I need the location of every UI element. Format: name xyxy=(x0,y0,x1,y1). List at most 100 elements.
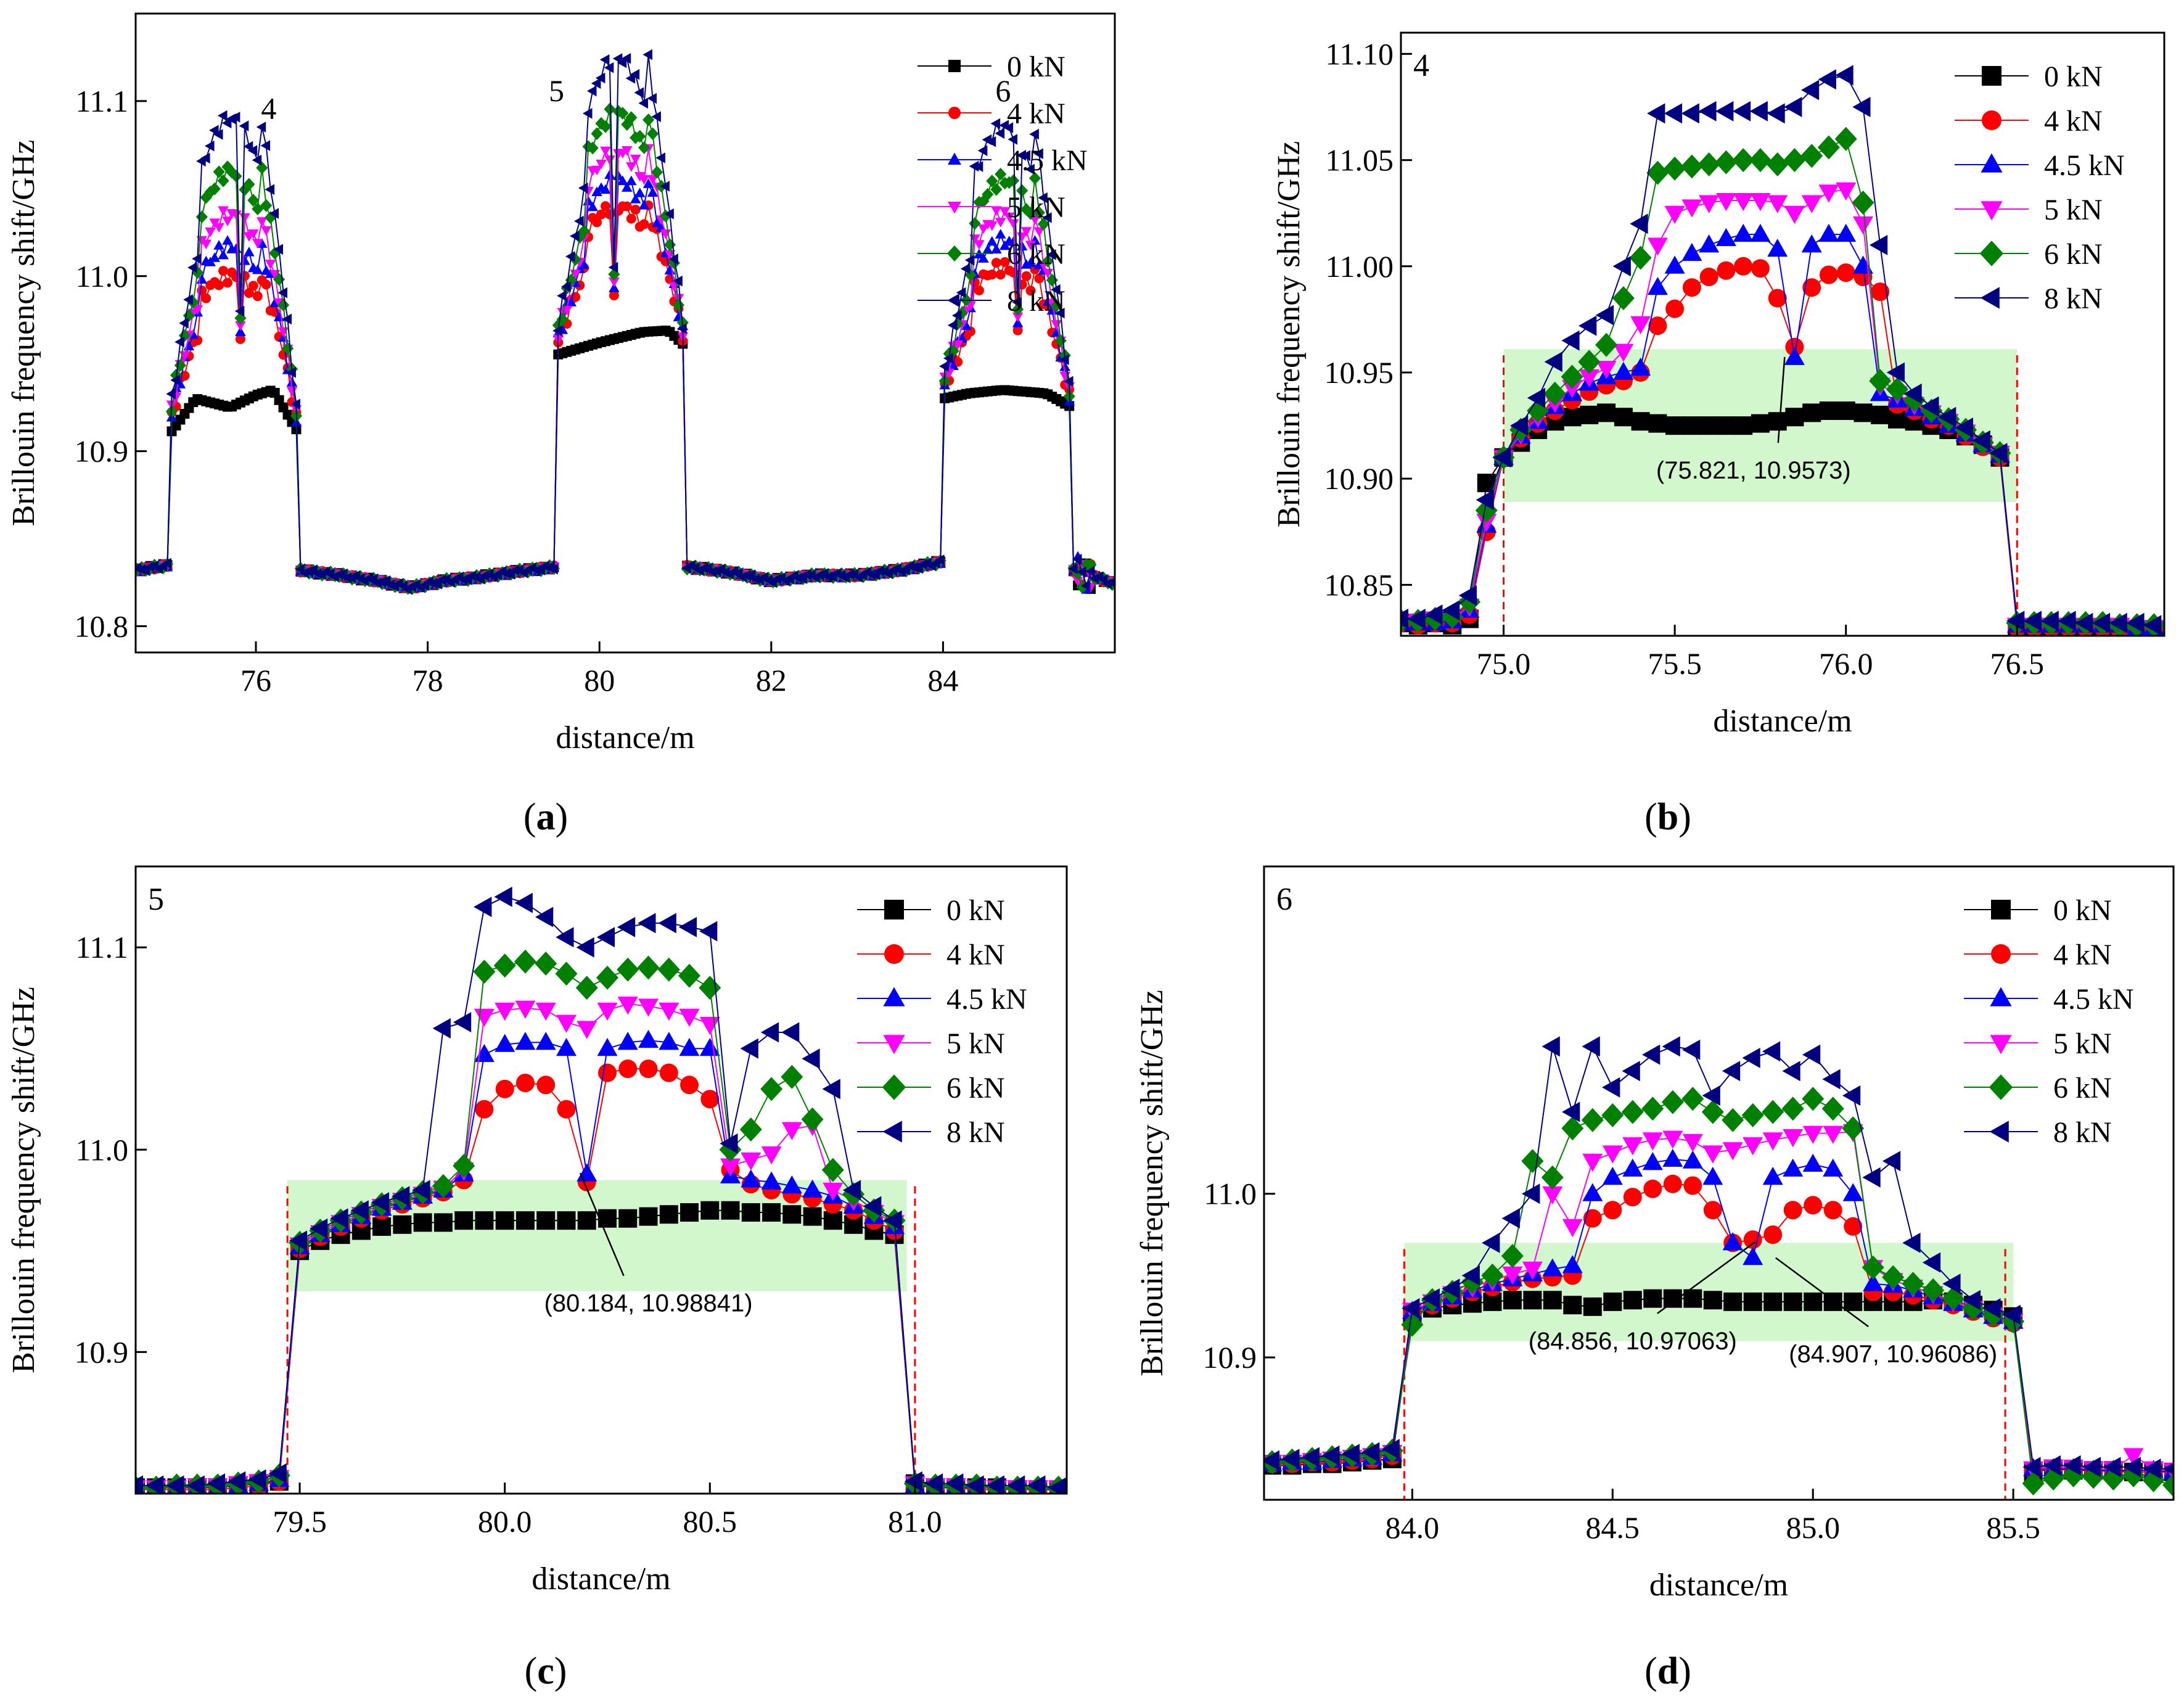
data-point xyxy=(282,313,292,325)
data-point xyxy=(617,997,638,1015)
data-point xyxy=(761,1171,782,1190)
data-point xyxy=(166,1475,184,1494)
data-point xyxy=(973,161,983,172)
x-tick-label: 84 xyxy=(927,663,958,697)
data-point xyxy=(1863,1273,1884,1291)
legend-marker xyxy=(883,1035,905,1055)
data-point xyxy=(252,154,262,166)
data-point xyxy=(700,1090,720,1109)
legend-label: 0 kN xyxy=(1007,51,1065,83)
data-point xyxy=(1582,1153,1603,1172)
data-point xyxy=(222,235,233,245)
data-point xyxy=(904,1471,922,1492)
data-point xyxy=(260,199,273,212)
data-point xyxy=(1381,1439,1400,1460)
plot-frame xyxy=(134,865,1068,1495)
data-point xyxy=(2162,1462,2174,1475)
data-point xyxy=(1768,289,1787,308)
data-point xyxy=(1012,297,1022,308)
data-point xyxy=(642,178,654,188)
data-point xyxy=(514,949,536,974)
data-point xyxy=(586,141,599,155)
data-point xyxy=(1561,330,1580,351)
data-point xyxy=(986,136,996,147)
data-point xyxy=(699,1016,720,1035)
data-point xyxy=(413,1213,432,1232)
data-point xyxy=(1561,1116,1584,1141)
data-point xyxy=(1743,1246,1763,1265)
data-point xyxy=(1852,97,1871,117)
chart-panel-c: 79.5 80.0 80.5 81.0 10.9 11.0 11.1 distance/m Br… xyxy=(6,865,1068,1692)
annotation-label: (84.856, 10.97063) xyxy=(1529,1328,1737,1355)
legend-item: 6 kN xyxy=(918,238,1065,271)
data-point xyxy=(1602,1166,1623,1185)
data-point xyxy=(939,361,949,372)
data-point xyxy=(1059,361,1070,371)
data-point xyxy=(721,1201,740,1220)
data-point xyxy=(1541,1165,1564,1190)
data-point xyxy=(1781,1096,1804,1121)
data-point xyxy=(625,111,638,124)
data-point xyxy=(720,1158,741,1177)
data-point xyxy=(1046,249,1056,260)
data-point xyxy=(1702,1145,1723,1164)
data-point xyxy=(1844,1292,1863,1311)
data-point xyxy=(1012,325,1023,335)
legend: 0 kN 4 kN 4.5 kN 5 kN 6 kN 8 kN xyxy=(1955,60,2125,315)
data-point xyxy=(617,107,629,120)
data-point xyxy=(634,87,644,98)
data-point xyxy=(618,1209,638,1228)
y-tick-label: 11.1 xyxy=(75,84,128,118)
data-point xyxy=(269,208,279,219)
data-point xyxy=(1921,396,1939,417)
data-point xyxy=(1476,490,1494,511)
data-point xyxy=(1903,383,1922,404)
data-point xyxy=(244,288,254,298)
data-point xyxy=(247,145,258,156)
data-point xyxy=(647,127,659,141)
legend-label: 8 kN xyxy=(946,1116,1005,1149)
data-point xyxy=(1008,134,1017,145)
series-8kN xyxy=(1401,65,2162,636)
legend-marker xyxy=(948,107,961,119)
data-point xyxy=(248,281,258,291)
y-axis-label: Brillouin frequency shift/GHz xyxy=(1271,141,1307,528)
data-point xyxy=(622,182,633,192)
data-point xyxy=(600,184,611,194)
legend-item: 4.5 kN xyxy=(1955,149,2125,182)
data-point xyxy=(1661,1090,1684,1114)
data-point xyxy=(823,1211,842,1230)
data-point xyxy=(1768,412,1787,431)
data-point xyxy=(1836,223,1857,242)
data-point xyxy=(557,1100,576,1119)
data-point xyxy=(2023,611,2042,631)
data-point xyxy=(235,334,245,344)
legend-label: 4.5 kN xyxy=(1007,144,1088,177)
data-point xyxy=(2092,612,2111,633)
legend-item: 0 kN xyxy=(918,51,1065,83)
legend-marker xyxy=(948,60,961,72)
data-point xyxy=(771,573,781,585)
data-point xyxy=(1402,1298,1420,1318)
data-point xyxy=(1561,364,1583,389)
legend-marker xyxy=(947,245,962,261)
data-point xyxy=(2109,612,2127,633)
data-point xyxy=(1483,1292,1502,1311)
data-point xyxy=(412,1180,430,1201)
data-point xyxy=(252,291,263,302)
data-point xyxy=(1665,416,1685,435)
data-point xyxy=(183,294,193,305)
data-point xyxy=(1699,416,1718,435)
data-point xyxy=(1664,103,1683,124)
data-point xyxy=(596,209,606,220)
legend-item: 8 kN xyxy=(1964,1116,2112,1149)
legend-marker xyxy=(947,294,959,307)
data-point xyxy=(707,566,717,578)
data-point xyxy=(1595,305,1614,326)
data-point xyxy=(1702,1166,1723,1185)
data-point xyxy=(536,1211,556,1230)
data-point xyxy=(1597,403,1616,422)
data-point xyxy=(617,1032,638,1050)
data-point xyxy=(2040,611,2059,631)
data-point xyxy=(591,78,601,89)
